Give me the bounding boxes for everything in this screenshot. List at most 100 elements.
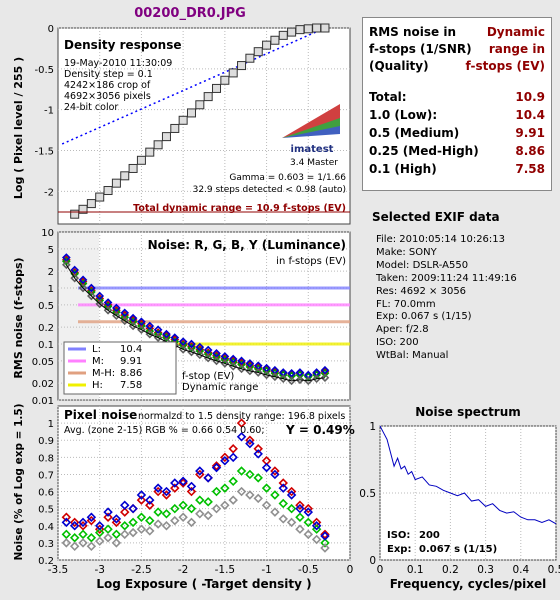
pixel-noise-marker-r <box>236 418 247 428</box>
pixel-noise-marker-g <box>211 486 222 497</box>
pixel-xtick-label: -1.5 <box>215 564 236 576</box>
noise-marker-y <box>320 373 330 383</box>
noise-marker-y <box>303 376 313 386</box>
spectrum-xtick-label: 0.1 <box>407 564 424 576</box>
pixel-ytick-label: 0.9 <box>38 436 54 447</box>
noise-marker-y <box>312 374 321 384</box>
density-step-marker <box>120 171 130 181</box>
noise-marker-g <box>228 358 238 367</box>
noise-marker-y <box>270 372 280 382</box>
pixel-noise-marker-g <box>220 483 230 493</box>
pixel-xtick-label: 0 <box>347 564 354 576</box>
dr-row-label: 0.5 (Medium) <box>369 126 460 140</box>
pixel-noise-marker-b <box>320 531 330 541</box>
pixel-noise-xlabel: Log Exposure ( -Target density ) <box>96 577 311 591</box>
pixel-noise-title: Pixel noise <box>64 408 137 422</box>
spectrum-exp-value: 0.067 s (1/15) <box>419 544 497 555</box>
pixel-noise-marker-g <box>303 517 314 528</box>
noise-marker-b <box>245 359 255 368</box>
logo-stripe-green <box>282 118 340 138</box>
pixel-noise-ylabel: Noise (% of Log exp = 1.5) <box>13 403 25 560</box>
pixel-noise-marker-b <box>253 449 263 459</box>
noise-ytick-label: 10 <box>41 228 54 239</box>
dr-row-total: Total: 10.9 <box>369 90 545 108</box>
density-info-line: 4242×186 crop of <box>64 80 151 91</box>
pixel-noise-marker-g <box>69 533 80 543</box>
pixel-noise-marker-y <box>186 517 197 528</box>
noise-ytick-label: 0.5 <box>38 301 54 312</box>
noise-marker-b <box>112 303 121 313</box>
pixel-noise-marker-y <box>286 517 297 528</box>
pixel-noise-marker-y <box>303 529 314 540</box>
density-step-marker <box>320 23 330 33</box>
noise-marker-b <box>195 342 205 352</box>
density-step-marker <box>128 163 138 173</box>
noise-marker-b <box>120 308 130 318</box>
pixel-noise-marker-g <box>295 512 305 522</box>
pixel-noise-marker-g <box>286 503 297 514</box>
density-step-marker <box>86 199 96 209</box>
pixel-noise-marker-y <box>270 507 280 517</box>
dr-row-value: 9.91 <box>515 126 545 140</box>
noise-marker-y <box>295 375 305 385</box>
pixel-noise-marker-y <box>211 503 222 514</box>
pixel-noise-marker-g <box>145 515 155 526</box>
pixel-xtick-label: -2.5 <box>131 564 152 576</box>
pixel-noise-marker-g <box>261 483 272 493</box>
noise-marker-b <box>87 283 96 293</box>
dr-row-value: 10.9 <box>515 90 545 104</box>
density-step-marker <box>295 25 305 35</box>
pixel-noise-marker-g <box>94 527 105 538</box>
dr-row-label: Total: <box>369 90 407 104</box>
dr-row-med-high: 0.25 (Med-High) 8.86 <box>369 144 545 162</box>
pixel-noise-marker-r <box>145 500 155 510</box>
pixel-xtick-label: -3 <box>94 564 104 576</box>
noise-marker-b <box>145 321 155 331</box>
noise-marker-b <box>78 275 88 285</box>
density-step-marker <box>70 209 80 219</box>
pixel-noise-marker-b <box>136 490 147 500</box>
pixel-noise-marker-b <box>195 466 205 476</box>
noise-ytick-label: 1 <box>48 284 54 295</box>
logo-brand: imatest <box>291 144 334 155</box>
pixel-noise-marker-r <box>211 461 222 471</box>
dynamic-range-header: Dynamic range in f-stops (EV) <box>465 25 545 73</box>
pixel-noise-marker-y <box>78 538 88 548</box>
dr-row-value: 7.58 <box>515 162 545 176</box>
pixel-noise-marker-g <box>111 529 122 540</box>
pixel-noise-marker-y <box>178 512 188 522</box>
noise-marker-y <box>87 291 96 301</box>
pixel-noise-marker-b <box>186 481 197 492</box>
pixel-noise-marker-b <box>278 483 288 493</box>
pixel-noise-marker-y <box>295 524 305 534</box>
pixel-noise-marker-g <box>78 529 88 540</box>
pixel-noise-marker-r <box>295 500 305 510</box>
spectrum-xtick-label: 0.3 <box>477 564 494 576</box>
density-info-line: 4692×3056 pixels <box>64 91 151 102</box>
noise-marker-b <box>103 298 113 307</box>
noise-marker-b <box>187 339 196 349</box>
pixel-noise-marker-g <box>236 466 247 476</box>
noise-marker-b <box>95 291 105 301</box>
pixel-noise-marker-b <box>245 438 255 449</box>
pixel-noise-marker-r <box>103 512 113 522</box>
pixel-noise-marker-r <box>270 466 280 476</box>
noise-ytick-label: 0.02 <box>32 379 54 390</box>
pixel-noise-marker-r <box>61 512 72 522</box>
pixel-noise-marker-r <box>69 517 80 528</box>
pixel-noise-marker-g <box>61 529 72 540</box>
noise-marker-y <box>95 299 105 309</box>
pixel-noise-marker-r <box>320 529 330 540</box>
pixel-ytick-label: 0.3 <box>38 539 54 550</box>
noise-marker-g <box>78 279 88 288</box>
pixel-noise-marker-b <box>111 514 122 524</box>
pixel-noise-marker-r <box>303 503 314 514</box>
noise-marker-g <box>195 346 205 356</box>
spectrum-exp-label: Exp: <box>387 544 411 555</box>
pixel-noise-marker-y <box>86 541 97 552</box>
noise-marker-g <box>70 269 80 279</box>
legend-label: M: <box>92 356 104 367</box>
pixel-ytick-label: 1 <box>48 419 54 430</box>
spectrum-ytick-label: 0.5 <box>359 488 376 500</box>
pixel-xtick-label: -0.5 <box>298 564 319 576</box>
